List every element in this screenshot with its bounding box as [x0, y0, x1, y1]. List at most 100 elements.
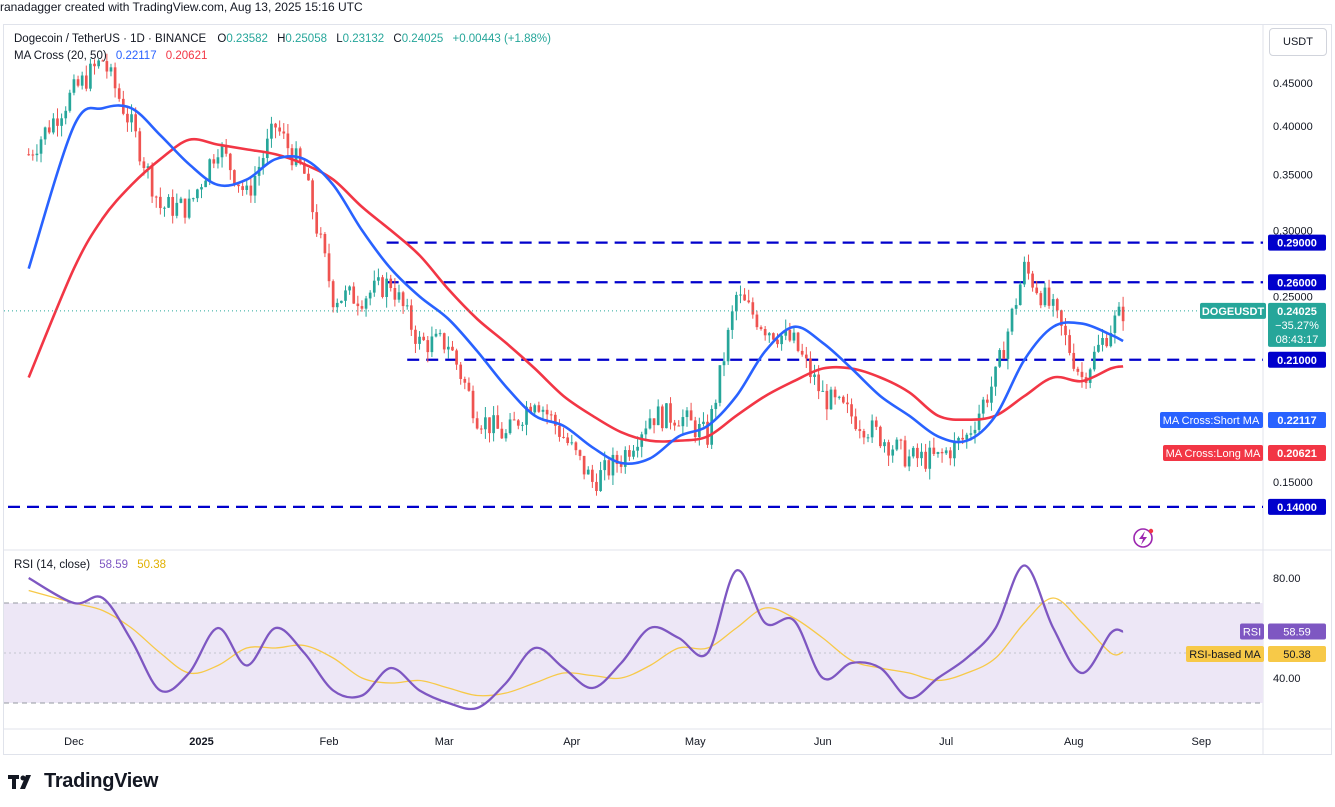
candle-body	[401, 292, 405, 307]
candle-body	[541, 409, 545, 412]
candle-body	[887, 442, 890, 456]
candle-body	[537, 405, 541, 412]
candle-body	[735, 294, 738, 312]
candle-body	[430, 336, 434, 353]
ohlc-l: 0.23132	[342, 33, 385, 45]
candle-body	[936, 452, 940, 454]
candle-body	[1097, 344, 1100, 352]
candle-body	[1031, 273, 1034, 288]
candle-body	[216, 157, 220, 164]
candle-body	[393, 288, 397, 300]
candle-body	[265, 138, 269, 159]
candle-body	[117, 88, 121, 99]
support-resistance-levels	[8, 241, 1263, 508]
candle-body	[985, 399, 989, 403]
candle-body	[389, 278, 393, 289]
ohlc-o: 0.23582	[226, 33, 268, 45]
rsi-line	[28, 564, 1124, 711]
candle-body	[837, 396, 841, 398]
candle-body	[405, 305, 409, 307]
candle-body	[80, 75, 84, 86]
candle-body	[673, 422, 676, 426]
candle-body	[595, 481, 598, 491]
lightning-icon[interactable]	[1133, 528, 1153, 548]
ma-short-value-tag: 0.22117	[1277, 415, 1316, 427]
candle-body	[1092, 351, 1096, 370]
candle-body	[574, 442, 578, 451]
tradingview-logo[interactable]: TradingView	[8, 770, 158, 793]
candle-body	[39, 139, 43, 154]
rsi-ma-tag-bg	[1186, 646, 1264, 663]
level-140-tag: 0.14000	[1277, 502, 1317, 514]
candle-body	[303, 163, 306, 174]
candle-body	[171, 197, 175, 216]
candle-body	[969, 433, 973, 435]
time-tick-label: Aug	[1064, 736, 1084, 748]
candle-body	[220, 145, 224, 158]
price-value-tag: 0.24025	[1277, 306, 1317, 318]
candle-body	[138, 131, 142, 162]
rsi-title: RSI (14, close)	[14, 559, 91, 571]
candle-body	[685, 410, 689, 418]
candle-body	[706, 421, 709, 445]
level-290-tag-bg	[1268, 234, 1326, 251]
candle-body	[356, 303, 360, 307]
candle-body	[109, 67, 113, 72]
candle-body	[335, 302, 339, 308]
candle-body	[368, 292, 372, 299]
candle-body	[298, 148, 302, 164]
candle-body	[278, 127, 282, 132]
candle-body	[693, 420, 697, 438]
candle-body	[1018, 284, 1022, 306]
candle-body	[907, 456, 911, 467]
candle-body	[553, 414, 557, 426]
candle-body	[660, 406, 664, 429]
moving-averages	[4, 104, 1263, 466]
candle-body	[977, 413, 981, 430]
rsi-pane	[4, 564, 1263, 711]
ma-legend: MA Cross (20, 50) 0.22117 0.20621	[14, 50, 207, 62]
candle-body	[245, 185, 249, 190]
candle-body	[804, 354, 808, 359]
candle-body	[146, 166, 150, 168]
time-tick-label: Dec	[64, 736, 84, 748]
candle-body	[1039, 293, 1043, 306]
price-tick-label: 0.25000	[1273, 292, 1313, 304]
candle-body	[656, 406, 660, 426]
candle-body	[64, 110, 68, 119]
ma-short-line	[27, 104, 1124, 466]
candle-body	[603, 460, 607, 471]
candle-body	[825, 390, 829, 410]
candle-body	[558, 425, 561, 437]
candle-body	[767, 333, 771, 336]
candle-body	[479, 428, 483, 430]
candle-body	[743, 294, 746, 301]
candle-body	[397, 292, 401, 300]
candle-body	[372, 280, 376, 293]
candle-body	[619, 463, 623, 467]
candle-body	[134, 114, 137, 132]
currency-button[interactable]: USDT	[1269, 28, 1327, 56]
time-tick-label: Jun	[814, 736, 832, 748]
ma-title: MA Cross (20, 50)	[14, 50, 107, 62]
candle-body	[994, 366, 997, 387]
candle-body	[763, 329, 767, 336]
ma-short-label-bg	[1160, 412, 1263, 428]
candle-body	[56, 118, 59, 126]
candle-body	[315, 212, 319, 234]
candle-body	[43, 127, 47, 140]
candle-body	[866, 437, 870, 439]
candle-body	[911, 447, 915, 457]
ma-short-value: 0.22117	[115, 50, 157, 62]
candle-body	[455, 350, 458, 365]
candle-body	[961, 437, 964, 440]
candle-body	[352, 286, 356, 304]
candle-body	[319, 233, 323, 235]
candle-body	[1088, 369, 1092, 383]
candle-body	[191, 198, 195, 200]
candle-body	[496, 415, 500, 429]
candle-body	[438, 333, 442, 335]
candle-body	[142, 161, 146, 168]
candle-body	[623, 450, 627, 467]
